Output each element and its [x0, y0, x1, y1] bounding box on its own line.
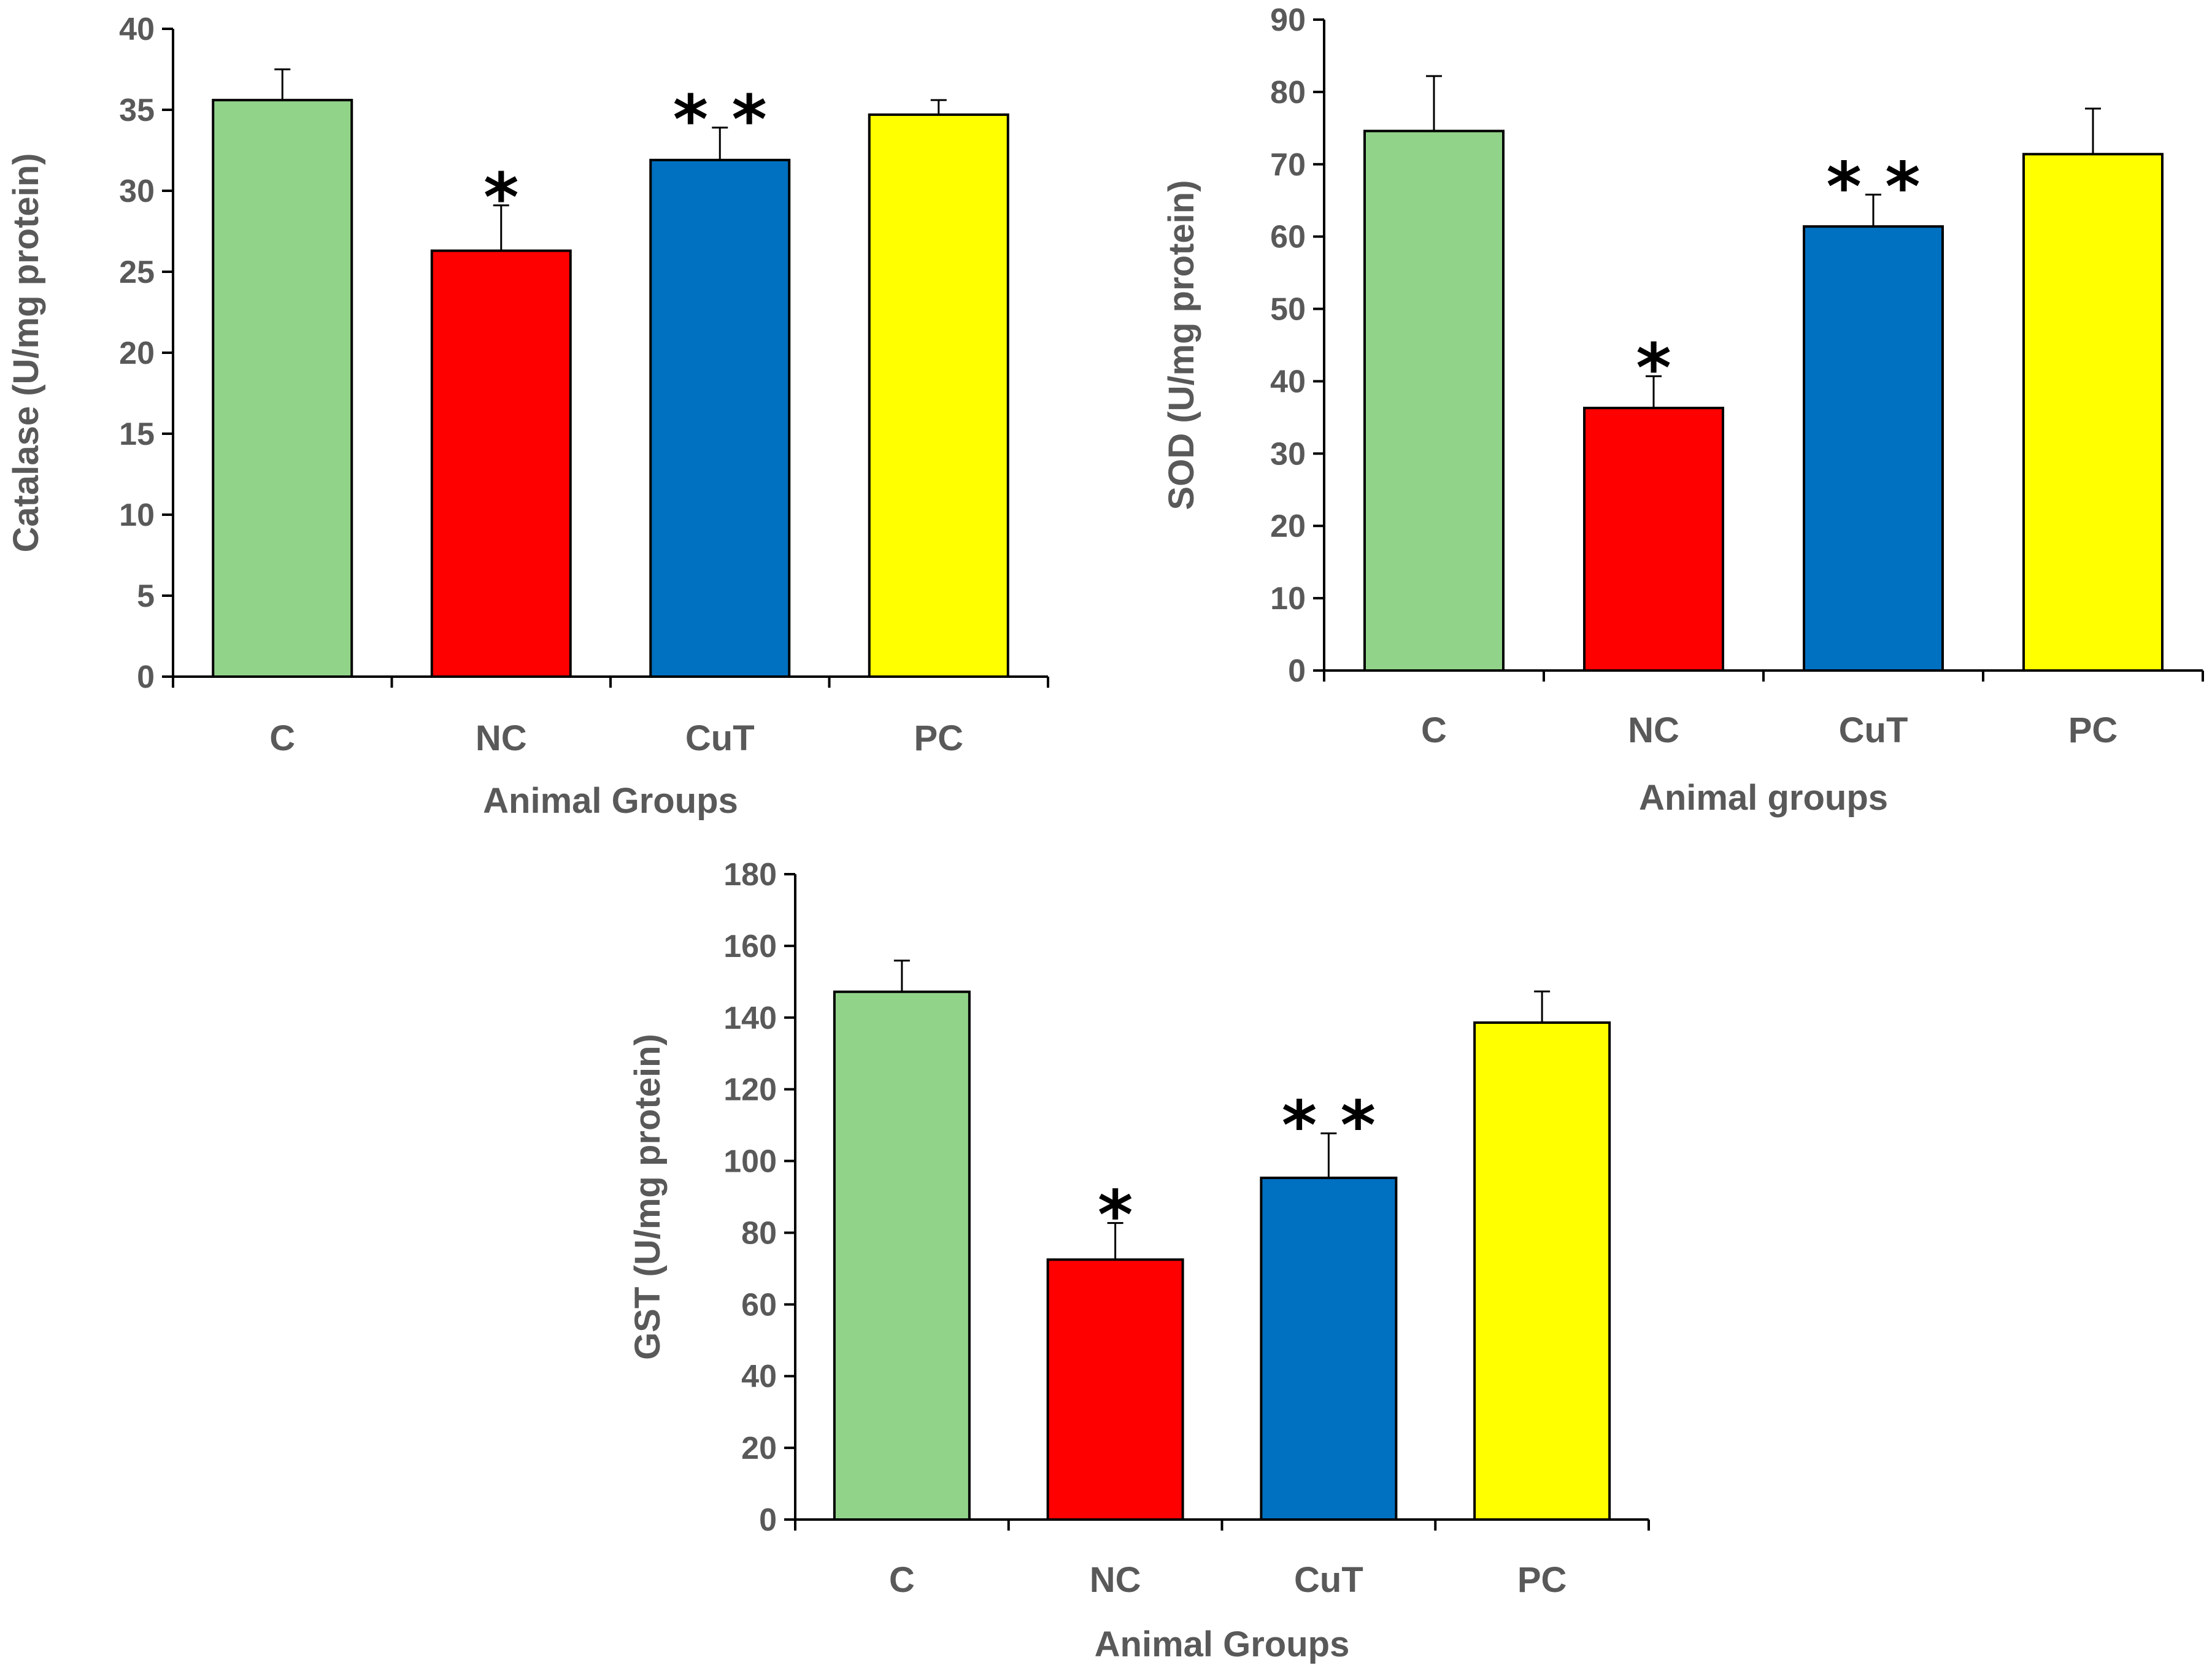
y-tick-label: 0 — [137, 659, 155, 695]
x-tick-label-C: C — [269, 718, 295, 758]
y-tick-label: 90 — [1270, 2, 1306, 38]
y-tick-label: 40 — [741, 1359, 777, 1394]
x-tick-label-CuT: CuT — [685, 718, 755, 758]
x-axis-title: Animal Groups — [1095, 1624, 1350, 1664]
x-tick-label-PC: PC — [2068, 710, 2118, 750]
bar-C — [212, 99, 353, 678]
y-tick-label: 80 — [1270, 75, 1306, 110]
bar-NC — [430, 249, 572, 678]
significance-NC: * — [484, 158, 519, 237]
x-tick-label-PC: PC — [1517, 1560, 1567, 1600]
bar-CuT — [649, 158, 791, 678]
bar-NC — [1583, 407, 1724, 672]
y-tick-label: 60 — [741, 1287, 777, 1323]
y-tick-label: 100 — [723, 1144, 777, 1180]
y-tick-label: 40 — [119, 12, 155, 47]
y-tick-label: 0 — [1288, 653, 1306, 689]
chart-sod: 0 10 20 30 40 50 60 70 80 90 C * NC * * CuT PC Animal gr… — [1162, 2, 2204, 818]
x-tick-label-C: C — [1421, 710, 1447, 750]
significance-NC: * — [1098, 1176, 1133, 1255]
chart-gst: 0 20 40 60 80 100 120 140 160 180 C * NC * * CuT PC Anim… — [628, 857, 1650, 1664]
y-tick-label: 0 — [759, 1502, 777, 1538]
x-tick-label-PC: PC — [914, 718, 963, 758]
y-axis-title: GST (U/mg protein) — [628, 1034, 668, 1360]
bar-C — [833, 990, 971, 1521]
bar-PC — [2022, 153, 2164, 672]
y-tick-label: 120 — [723, 1072, 777, 1108]
x-tick-label-C: C — [889, 1560, 915, 1600]
bar-CuT — [1803, 225, 1944, 672]
y-tick-label: 60 — [1270, 220, 1306, 255]
y-tick-label: 10 — [119, 498, 155, 533]
bar-CuT — [1260, 1177, 1398, 1521]
y-tick-label: 10 — [1270, 581, 1306, 617]
bar-C — [1363, 129, 1505, 672]
x-tick-label-CuT: CuT — [1294, 1560, 1363, 1600]
y-tick-label: 35 — [119, 93, 155, 128]
y-tick-label: 40 — [1270, 364, 1306, 399]
x-axis-title: Animal groups — [1639, 778, 1888, 818]
x-tick-label-NC: NC — [476, 718, 527, 758]
y-tick-label: 160 — [723, 929, 777, 964]
y-tick-label: 30 — [1270, 436, 1306, 472]
significance-CuT: * * — [1282, 1086, 1376, 1165]
y-axis-title: SOD (U/mg protein) — [1162, 180, 1201, 510]
significance-NC: * — [1636, 329, 1671, 407]
y-tick-label: 180 — [723, 857, 777, 893]
y-tick-label: 70 — [1270, 147, 1306, 183]
x-tick-label-CuT: CuT — [1839, 710, 1908, 750]
y-tick-label: 50 — [1270, 292, 1306, 328]
y-tick-label: 15 — [119, 417, 155, 452]
x-tick-label-NC: NC — [1628, 710, 1679, 750]
y-tick-label: 20 — [1270, 509, 1306, 544]
significance-CuT: * * — [673, 80, 767, 159]
x-axis-title: Animal Groups — [483, 781, 738, 821]
bar-NC — [1046, 1258, 1184, 1521]
y-tick-label: 80 — [741, 1215, 777, 1251]
y-tick-label: 25 — [119, 255, 155, 290]
bar-PC — [868, 113, 1009, 678]
y-tick-label: 20 — [119, 336, 155, 371]
significance-CuT: * * — [1826, 147, 1920, 226]
y-tick-label: 140 — [723, 1001, 777, 1036]
y-tick-label: 30 — [119, 174, 155, 209]
y-tick-label: 20 — [741, 1431, 777, 1466]
x-tick-label-NC: NC — [1090, 1560, 1141, 1600]
bar-PC — [1473, 1021, 1611, 1521]
y-axis-title: Catalase (U/mg protein) — [6, 153, 46, 553]
y-tick-label: 5 — [137, 578, 155, 614]
chart-catalase: 0 5 10 15 20 25 30 35 40 C * NC * * CuT PC Animal Group… — [6, 12, 1049, 821]
